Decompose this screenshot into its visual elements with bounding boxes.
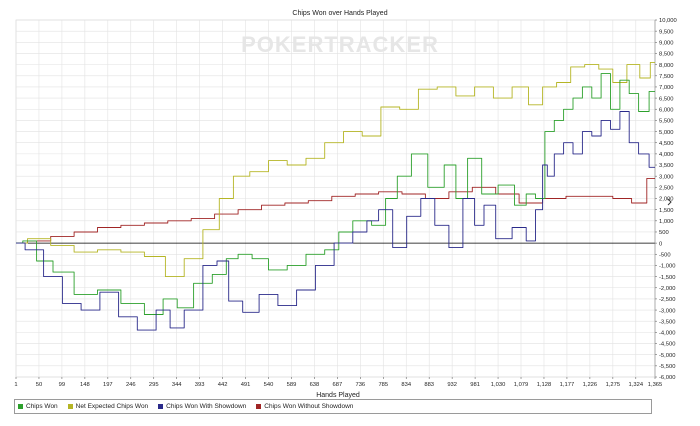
y-tick-label: -5,000 [659,353,675,359]
x-tick-label: 442 [218,382,228,388]
x-tick-label: 1,324 [629,382,644,388]
y-tick-label: -1,500 [659,275,675,281]
legend-swatch [18,404,23,409]
x-axis-label: Hands Played [316,392,360,399]
x-tick-label: 1,079 [514,382,529,388]
y-tick-label: 7,000 [659,85,674,91]
y-tick-label: -2,500 [659,297,675,303]
y-tick-label: 2,500 [659,186,674,192]
y-tick-label: 8,500 [659,52,674,58]
series-line-chips-won-with-showdown [16,111,655,331]
x-tick-label: 50 [36,382,42,388]
x-tick-label: 1,030 [491,382,506,388]
series-line-chips-won-without-showdown [16,177,655,244]
legend-item-chips-won-without-showdown[interactable]: Chips Won Without Showdown [256,403,353,410]
y-tick-label: -1,000 [659,264,675,270]
x-tick-label: 1,128 [537,382,552,388]
x-tick-label: 834 [401,382,411,388]
x-tick-label: 1,177 [560,382,575,388]
x-tick-label: 687 [333,382,343,388]
y-tick-label: 0 [659,241,662,247]
y-tick-label: 6,000 [659,107,674,113]
series-layer [16,61,655,331]
y-tick-label: 1,000 [659,219,674,225]
x-tick-label: 883 [424,382,434,388]
legend-label: Chips Won [26,403,58,410]
x-tick-label: 932 [447,382,457,388]
y-tick-label: 500 [659,230,669,236]
y-tick-label: -2,000 [659,286,675,292]
axis-layer: 10,000 9,500 9,000 8,500 8,000 7,500 7,000 6,50… [14,18,676,388]
y-tick-label: 5,500 [659,119,674,125]
y-tick-label: -6,000 [659,375,675,381]
legend: Chips Won Net Expected Chips Won Chips W… [14,399,652,414]
x-tick-label: 1,226 [583,382,598,388]
x-tick-label: 638 [310,382,320,388]
series-line-net-expected-chips-won [16,61,655,278]
watermark: POKERTRACKER [241,32,439,57]
x-tick-label: 393 [195,382,205,388]
chart-title: Chips Won over Hands Played [292,10,387,17]
y-tick-label: -5,500 [659,364,675,370]
y-tick-label: -500 [659,252,671,258]
x-tick-label: 197 [103,382,113,388]
x-tick-label: 295 [149,382,159,388]
legend-item-net-expected-chips-won[interactable]: Net Expected Chips Won [67,403,149,410]
x-tick-label: 981 [470,382,480,388]
y-tick-label: 9,500 [659,29,674,35]
x-tick-label: 1,275 [606,382,621,388]
y-tick-label: -4,000 [659,331,675,337]
x-tick-label: 246 [126,382,136,388]
y-tick-label: -4,500 [659,342,675,348]
series-line-chips-won [16,73,655,315]
x-tick-label: 736 [355,382,365,388]
legend-label: Chips Won Without Showdown [264,403,354,410]
x-tick-label: 540 [264,382,274,388]
y-tick-label: 2,000 [659,197,674,203]
y-tick-label: -3,000 [659,308,675,314]
legend-item-chips-won[interactable]: Chips Won [18,403,58,410]
y-tick-label: 10,000 [659,18,677,24]
x-tick-label: 344 [172,382,182,388]
y-tick-label: 4,500 [659,141,674,147]
y-tick-label: 3,000 [659,174,674,180]
x-tick-label: 1,365 [648,382,663,388]
x-tick-label: 589 [287,382,297,388]
x-tick-label: 99 [59,382,65,388]
y-tick-label: 7,500 [659,74,674,80]
y-tick-label: 6,500 [659,96,674,102]
expand-marker[interactable] [667,198,672,206]
x-tick-label: 785 [378,382,388,388]
legend-item-chips-won-with-showdown[interactable]: Chips Won With Showdown [158,403,246,410]
x-tick-label: 1 [14,382,17,388]
y-tick-label: 5,000 [659,130,674,136]
legend-label: Net Expected Chips Won [75,403,149,410]
legend-label: Chips Won With Showdown [166,403,247,410]
y-tick-label: 1,500 [659,208,674,214]
x-tick-label: 491 [241,382,251,388]
y-tick-label: -3,500 [659,319,675,325]
y-tick-label: 8,000 [659,63,674,69]
y-tick-label: 4,000 [659,152,674,158]
legend-swatch [158,404,164,409]
x-tick-label: 148 [80,382,90,388]
y-tick-label: 3,500 [659,163,674,169]
legend-swatch [256,404,262,409]
y-tick-label: 9,000 [659,41,674,47]
legend-swatch [67,404,73,409]
